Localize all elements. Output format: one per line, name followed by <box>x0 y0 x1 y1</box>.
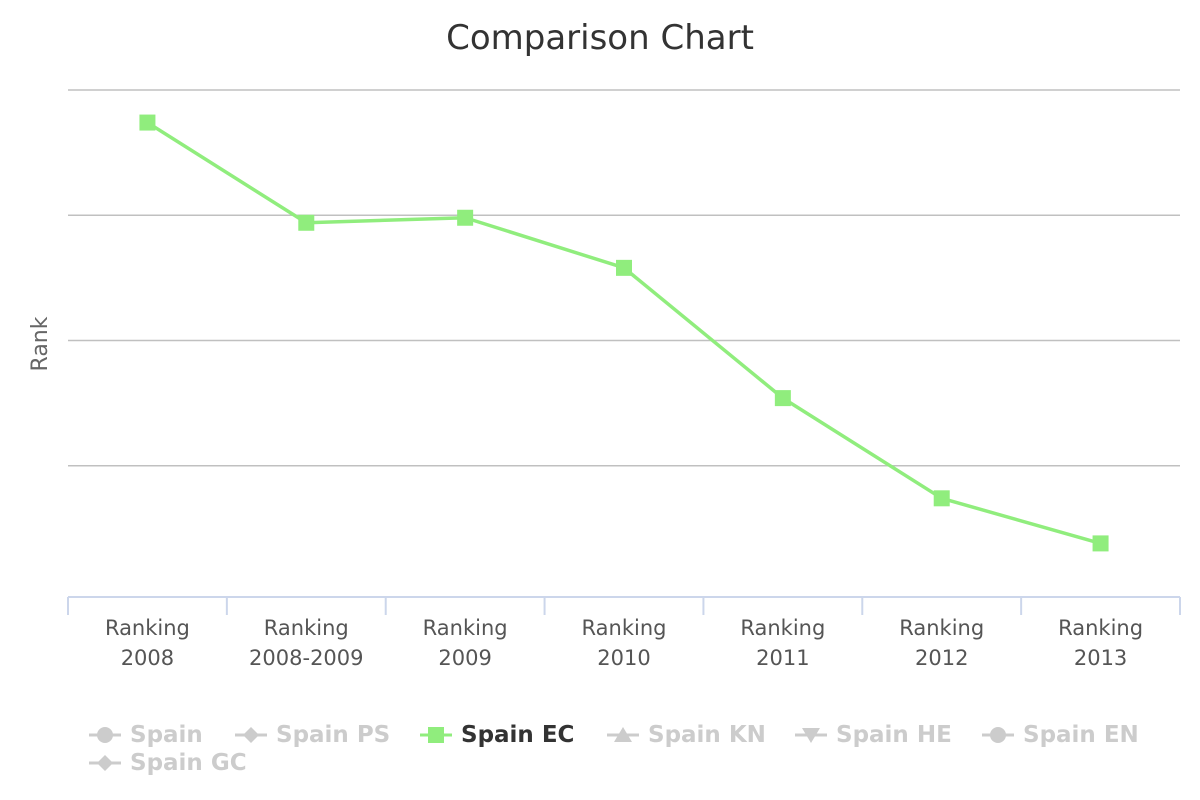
data-point[interactable] <box>457 209 474 226</box>
x-tick-label: Ranking 2013 <box>1058 616 1143 670</box>
x-axis: Ranking 2008 Ranking 2008-2009 Ranking 2009 Ra… <box>67 596 1181 670</box>
diamond-marker-icon <box>234 718 268 752</box>
x-tick-label: Ranking 2011 <box>740 616 825 670</box>
legend-item-spain-ec[interactable]: Spain EC <box>419 718 574 752</box>
data-point[interactable] <box>774 390 791 407</box>
diamond-marker-icon <box>88 746 122 780</box>
legend-item-spain-ps[interactable]: Spain PS <box>234 718 390 752</box>
gridlines <box>68 89 1180 467</box>
legend-item-spain-kn[interactable]: Spain KN <box>606 718 766 752</box>
data-point[interactable] <box>298 214 315 231</box>
y-axis-label: Rank <box>28 316 53 371</box>
data-point[interactable] <box>933 490 950 507</box>
data-point[interactable] <box>1092 535 1109 552</box>
legend-label: Spain <box>130 722 203 748</box>
legend-item-spain-en[interactable]: Spain EN <box>981 718 1139 752</box>
circle-marker-icon <box>88 718 122 752</box>
chart-title: Comparison Chart <box>446 18 754 58</box>
square-marker-icon <box>419 718 453 752</box>
legend-label: Spain GC <box>130 750 247 776</box>
x-tick-label: Ranking 2012 <box>899 616 984 670</box>
series-line-spain-ec <box>146 121 1102 546</box>
data-point[interactable] <box>139 114 156 131</box>
legend-label: Spain KN <box>648 722 766 748</box>
legend-item-spain-he[interactable]: Spain HE <box>794 718 952 752</box>
data-point[interactable] <box>616 259 632 276</box>
x-tick-label: Ranking 2008 <box>105 616 190 670</box>
circle-marker-icon <box>981 718 1015 752</box>
legend-item-spain[interactable]: Spain <box>88 718 203 752</box>
series-layer <box>139 114 1109 552</box>
legend-item-spain-gc[interactable]: Spain GC <box>88 746 247 780</box>
legend-label: Spain EC <box>461 722 575 748</box>
x-tick-label: Ranking 2009 <box>423 616 508 670</box>
x-tick-label: Ranking 2008-2009 <box>249 616 363 670</box>
triangle-down-marker-icon <box>794 718 828 752</box>
x-tick-label: Ranking 2010 <box>582 616 667 670</box>
legend-label: Spain PS <box>276 722 391 748</box>
legend-label: Spain HE <box>836 722 952 748</box>
legend-label: Spain EN <box>1023 722 1139 748</box>
triangle-marker-icon <box>606 718 640 752</box>
